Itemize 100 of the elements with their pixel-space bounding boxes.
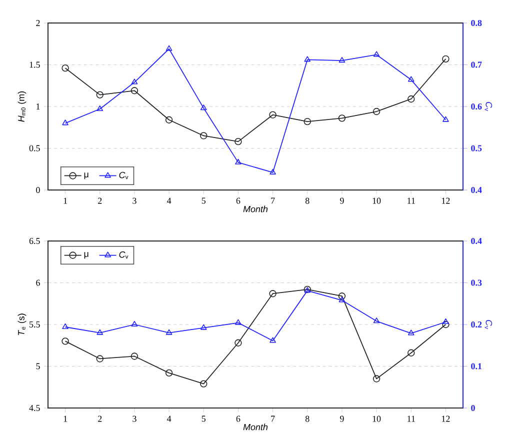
point <box>62 323 68 329</box>
point <box>235 158 242 164</box>
y2-tick-label: 0.7 <box>471 62 482 68</box>
y2-tick-label: 0.8 <box>471 20 482 26</box>
x-tick-label: 5 <box>202 416 206 422</box>
x-axis-title: Month <box>243 424 268 430</box>
point <box>96 355 104 362</box>
y2-tick-label: 0.6 <box>471 103 482 110</box>
point <box>372 375 380 382</box>
y2-tick-label: 0.4 <box>471 238 482 244</box>
point <box>408 330 414 336</box>
y-axis-title: T$_{e}$ (s) <box>18 314 26 336</box>
point <box>408 95 415 103</box>
x-tick-label: 6 <box>236 416 240 422</box>
x-tick-label: 4 <box>166 416 172 422</box>
y2-tick-label: 0.3 <box>471 280 482 286</box>
point <box>270 337 276 343</box>
x-tick-label: 12 <box>442 198 450 204</box>
y-tick-label: 6 <box>36 280 40 286</box>
y-tick-label: 2 <box>36 20 40 26</box>
point <box>338 296 346 302</box>
point <box>408 349 415 356</box>
point <box>234 138 242 146</box>
point <box>234 339 242 346</box>
point <box>373 51 380 57</box>
x-tick-label: 7 <box>271 416 275 422</box>
y2-tick-label: 0 <box>471 404 475 412</box>
point <box>372 108 380 116</box>
point <box>304 56 311 62</box>
x-tick-label: 8 <box>305 198 310 204</box>
point <box>442 55 450 62</box>
point <box>442 320 450 328</box>
point <box>130 352 138 360</box>
point <box>131 78 138 84</box>
point <box>96 91 104 98</box>
x-tick-label: 3 <box>132 416 136 422</box>
x-tick-label: 10 <box>372 416 381 422</box>
y2-tick-label: 0.2 <box>471 321 482 328</box>
point <box>62 338 69 345</box>
x-tick-label: 12 <box>442 416 450 422</box>
point <box>408 76 414 82</box>
y2-tick-label: 0.5 <box>471 145 482 152</box>
y-tick-label: 5 <box>36 363 40 370</box>
point <box>166 45 172 51</box>
point <box>131 320 138 326</box>
point <box>165 369 173 377</box>
y-tick-label: 1.5 <box>30 62 40 68</box>
y-tick-label: 0 <box>36 186 40 194</box>
point <box>62 120 68 126</box>
point <box>200 132 208 140</box>
legend-label: C$_{v}$ <box>119 251 128 259</box>
x-tick-label: 11 <box>408 198 415 204</box>
point <box>304 118 311 126</box>
point <box>165 116 173 124</box>
x-tick-label: 9 <box>340 416 344 422</box>
x-tick-label: 1 <box>64 416 68 422</box>
y-tick-label: 0.5 <box>29 145 40 152</box>
x-tick-label: 3 <box>132 198 136 204</box>
point <box>130 87 138 94</box>
x-tick-label: 4 <box>166 198 172 204</box>
point <box>235 319 242 325</box>
legend-label: μ <box>84 172 88 180</box>
x-tick-label: 2 <box>98 198 102 204</box>
x-tick-label: 7 <box>271 198 275 204</box>
y2-axis-title: C$_{v}$ <box>484 320 492 329</box>
point <box>269 290 276 298</box>
x-tick-label: 2 <box>98 416 102 422</box>
point <box>96 329 104 335</box>
y-tick-label: 6.5 <box>29 238 40 244</box>
y-tick-label: 4.5 <box>29 404 40 412</box>
point <box>200 104 207 110</box>
point <box>269 111 276 118</box>
point <box>338 56 346 63</box>
point <box>442 116 449 122</box>
y2-tick-label: 0.4 <box>471 186 482 194</box>
point <box>270 168 276 174</box>
x-tick-label: 6 <box>236 198 240 204</box>
x-tick-label: 1 <box>64 198 68 204</box>
point <box>338 292 346 300</box>
x-tick-label: 8 <box>305 416 310 422</box>
y-tick-label: 5.5 <box>30 321 40 328</box>
y2-tick-label: 0.1 <box>471 363 482 370</box>
point <box>96 105 104 111</box>
point <box>166 329 172 335</box>
point <box>62 64 69 72</box>
point <box>373 318 380 324</box>
x-tick-label: 5 <box>202 198 206 204</box>
legend-label: C$_{v}$ <box>119 172 128 180</box>
point <box>442 318 449 324</box>
y-tick-label: 1 <box>36 104 40 110</box>
y2-axis-title: C$_{v}$ <box>484 102 492 111</box>
point <box>200 324 207 330</box>
y-axis-title: H$_{m0}$ (m) <box>18 91 26 122</box>
point <box>338 114 346 122</box>
x-tick-label: 9 <box>340 198 344 204</box>
x-tick-label: 10 <box>372 198 381 204</box>
x-tick-label: 11 <box>408 416 415 422</box>
point <box>200 380 208 388</box>
legend-label: μ <box>84 252 88 259</box>
x-axis-title: Month <box>243 206 268 212</box>
